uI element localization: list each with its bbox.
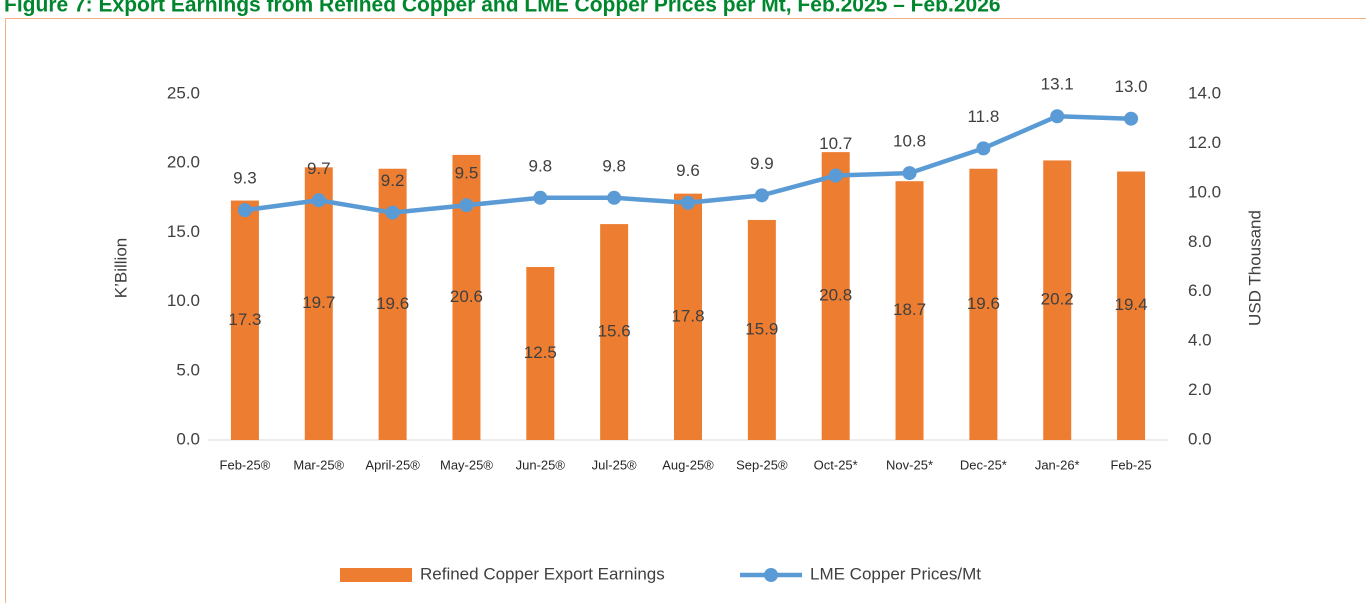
line-marker [1124,111,1139,126]
line-label: 9.8 [528,156,552,175]
bar [969,168,998,440]
line-marker [311,193,326,208]
chart-frame [5,18,1366,603]
line-marker [681,195,695,210]
line-marker [754,188,769,203]
y-tick-label: 15.0 [167,222,200,241]
bar [895,181,924,440]
line-label: 9.5 [455,164,479,183]
y2-tick-label: 6.0 [1188,281,1212,300]
x-tick-label: Mar-25® [293,457,344,472]
bar-label: 12.5 [524,343,557,362]
line-label: 13.0 [1115,77,1148,96]
line-marker [385,205,400,220]
bar [1117,171,1146,440]
bar [526,267,555,440]
y2-axis-title: USD Thousand [1245,210,1264,326]
line-marker [902,166,917,181]
bar-label: 19.7 [302,293,335,312]
line-label: 11.8 [967,107,999,126]
legend-swatch [340,568,412,582]
bar [821,152,850,441]
bar [230,200,259,440]
bar-label: 19.6 [967,294,1000,313]
y-tick-label: 10.0 [167,291,200,310]
line-marker [1050,109,1065,124]
line-marker [237,203,252,218]
line-label: 9.7 [307,159,331,178]
x-tick-label: Jan-26* [1035,457,1080,472]
bar-label: 19.6 [376,294,409,313]
y2-tick-label: 12.0 [1188,133,1221,152]
chart-title: Figure 7: Export Earnings from Refined C… [4,0,1001,17]
y2-tick-label: 4.0 [1188,331,1212,350]
legend-label: LME Copper Prices/Mt [810,564,981,583]
x-tick-label: Jun-25® [516,457,566,472]
line-marker [828,168,843,183]
bar-label: 20.8 [819,286,852,305]
line-label: 13.1 [1041,75,1074,94]
x-tick-label: Nov-25* [886,457,933,472]
bar-label: 19.4 [1115,295,1148,314]
bar [1043,160,1072,440]
line-marker [533,190,548,205]
x-tick-label: Feb-25® [220,457,271,472]
bar [600,224,629,440]
x-tick-label: April-25® [365,457,420,472]
y-tick-label: 25.0 [167,83,200,102]
line-label: 10.7 [819,134,852,153]
bar [304,167,333,441]
y-tick-label: 5.0 [176,360,200,379]
y2-tick-label: 8.0 [1188,232,1212,251]
line-marker [607,190,622,205]
y2-tick-label: 0.0 [1188,429,1212,448]
line-label: 9.8 [602,156,626,175]
line-marker [976,141,991,156]
y-tick-label: 0.0 [176,429,200,448]
bar-label: 20.2 [1041,290,1074,309]
line-label: 9.3 [233,169,257,188]
x-tick-label: Oct-25* [814,457,858,472]
x-tick-label: May-25® [440,457,493,472]
line-label: 10.8 [893,132,926,151]
line-label: 9.9 [750,154,774,173]
line-label: 9.6 [676,161,700,180]
x-tick-label: Aug-25® [662,457,714,472]
y2-tick-label: 14.0 [1188,83,1221,102]
y-tick-label: 20.0 [167,153,200,172]
bar [674,193,702,440]
line-label: 9.2 [381,171,405,190]
bar-label: 18.7 [893,300,926,319]
y2-tick-label: 2.0 [1188,380,1212,399]
bar [747,219,776,440]
line-marker [459,198,474,213]
bar-label: 15.9 [745,319,778,338]
x-tick-label: Sep-25® [736,457,788,472]
bar-label: 17.8 [671,306,704,325]
bar-label: 20.6 [450,287,483,306]
x-tick-label: Dec-25* [960,457,1007,472]
x-tick-label: Feb-25 [1110,457,1151,472]
legend-marker [764,568,778,582]
x-tick-label: Jul-25® [592,457,637,472]
bar-label: 15.6 [598,322,631,341]
legend-label: Refined Copper Export Earnings [420,564,665,583]
y2-tick-label: 10.0 [1188,182,1221,201]
bar-label: 17.3 [228,310,261,329]
y-axis-title: K’Billion [111,238,130,298]
